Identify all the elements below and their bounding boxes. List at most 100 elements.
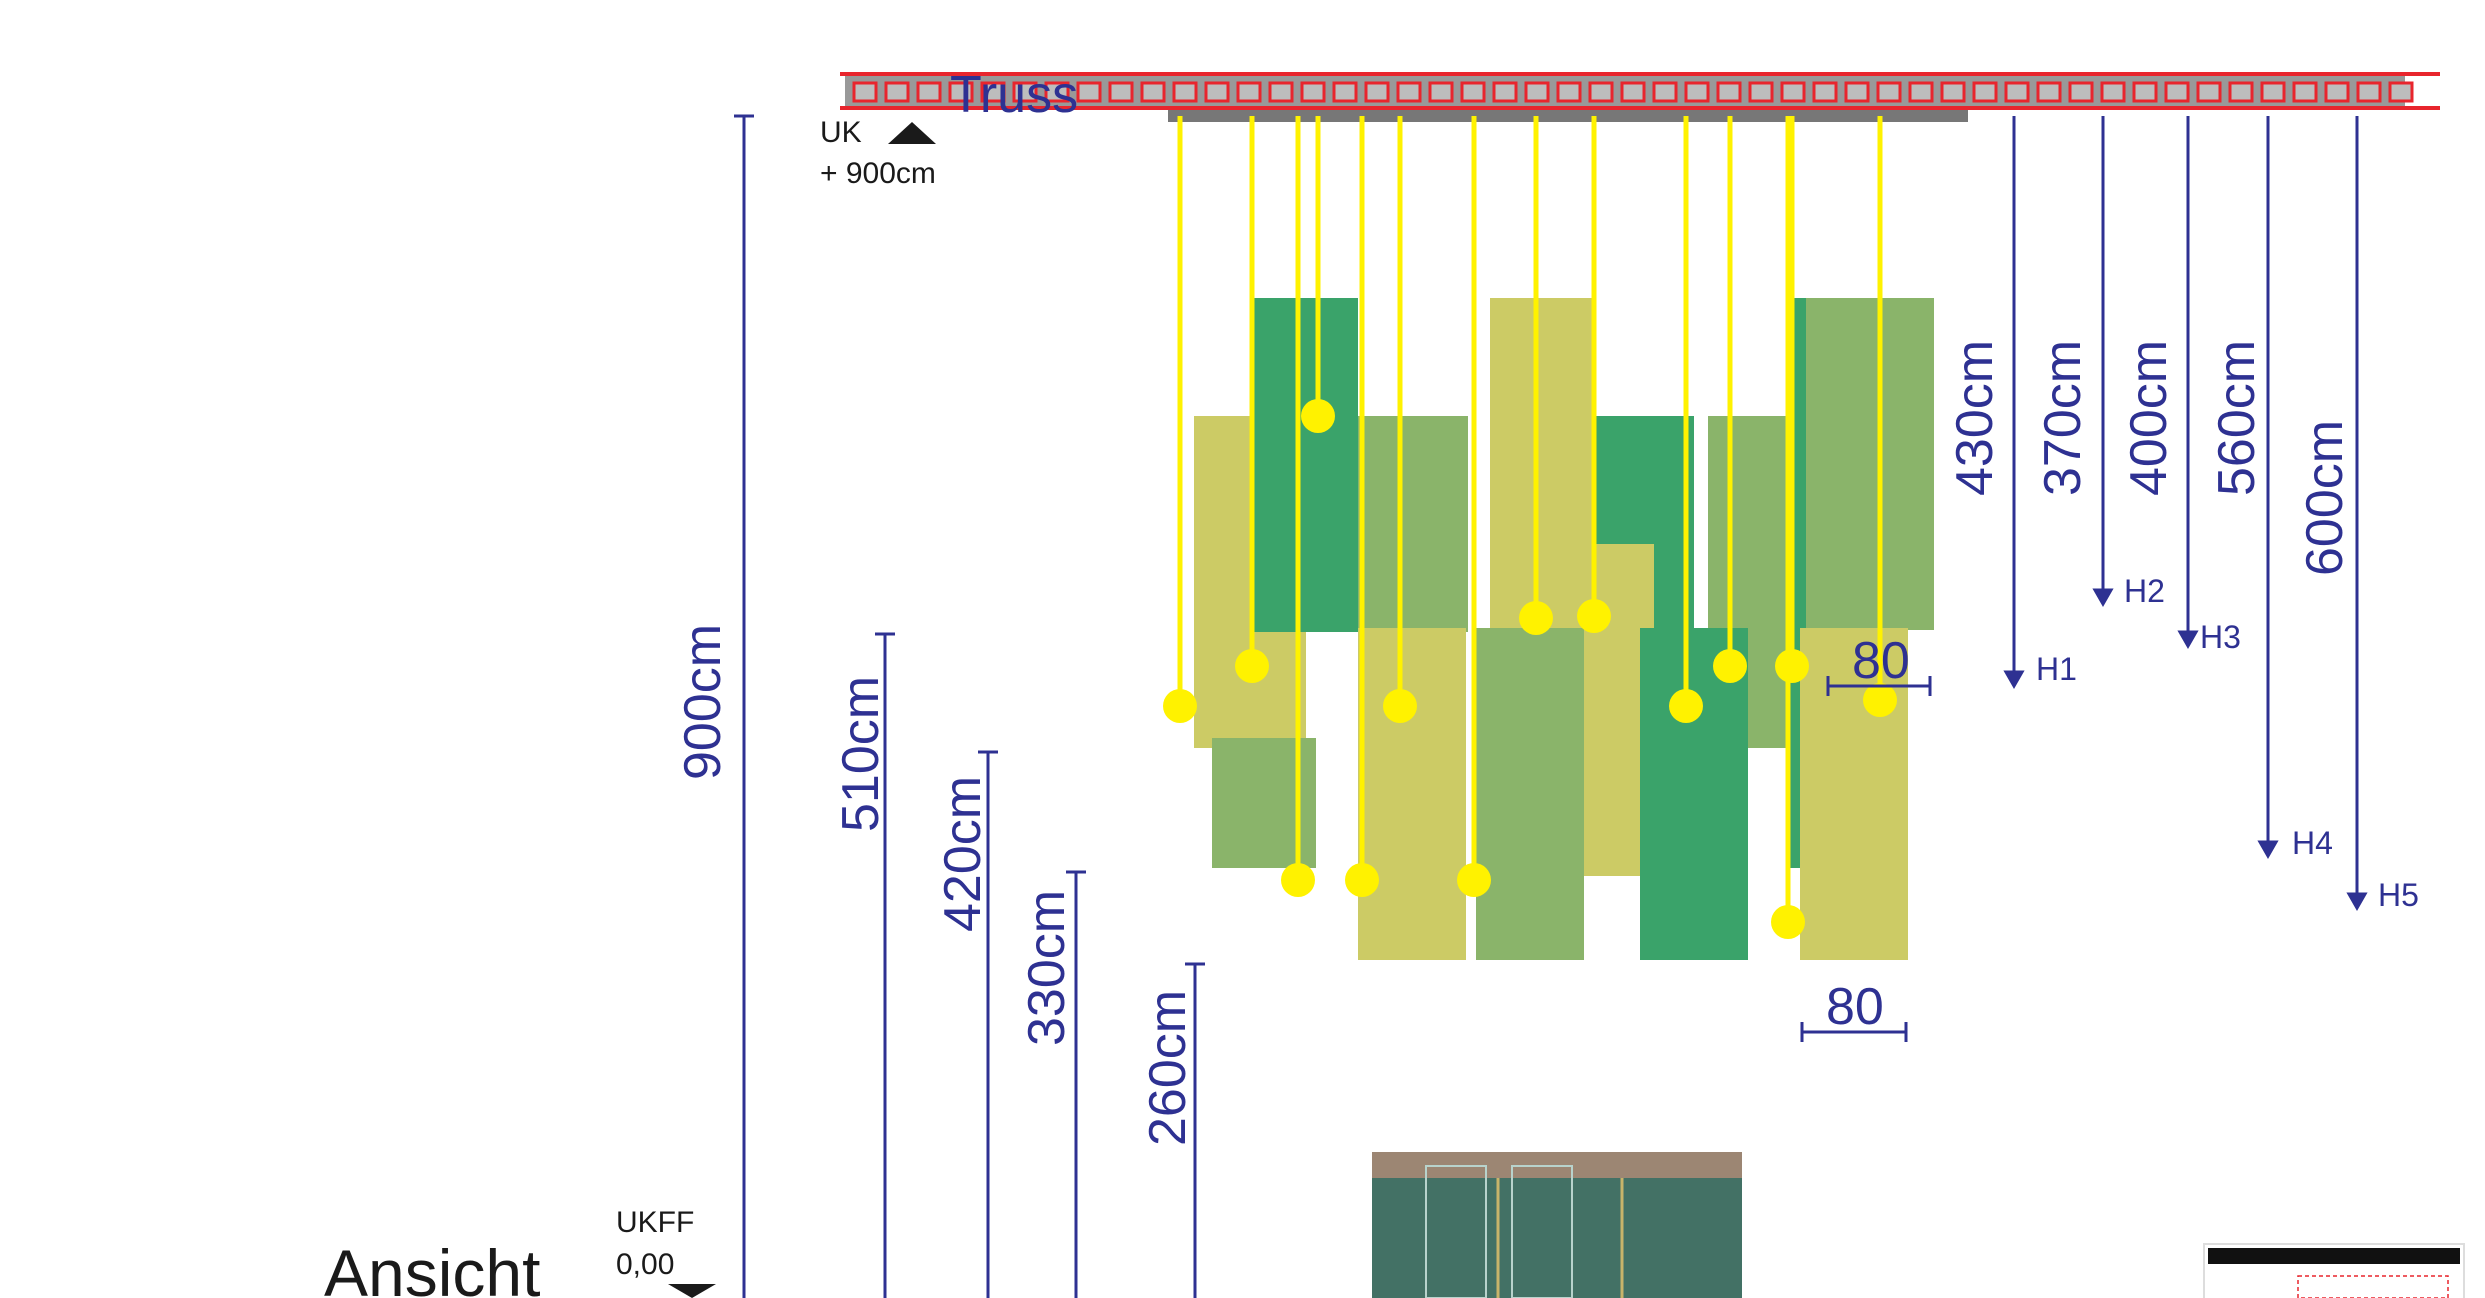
truss-cell	[2260, 81, 2286, 103]
right-dimension-lines	[2003, 116, 2368, 912]
top-level-value: + 900cm	[820, 157, 936, 190]
floor-level-label: UKFF	[616, 1206, 694, 1239]
pendant-light	[1235, 649, 1269, 683]
truss-cell	[1972, 81, 1998, 103]
truss-cell	[1524, 81, 1550, 103]
pendant-light	[1771, 905, 1805, 939]
truss-cell	[2100, 81, 2126, 103]
truss-cell	[1332, 81, 1358, 103]
hang-height-h3: H3	[2200, 619, 2241, 655]
top-level-label: UK	[820, 116, 862, 149]
truss-cell	[2196, 81, 2222, 103]
mini-plan-card	[2203, 1243, 2465, 1298]
truss-cell	[1748, 81, 1774, 103]
floor-level-triangle-icon	[668, 1284, 716, 1298]
truss-cell	[1940, 81, 1966, 103]
truss-cell	[2068, 81, 2094, 103]
booth-photo-thumbnail	[1372, 1152, 1742, 1298]
top-level-marker: UK + 900cm	[820, 116, 936, 190]
truss-cell	[1428, 81, 1454, 103]
truss-cell	[916, 81, 942, 103]
left-dimension-lines	[734, 114, 1205, 1298]
pendant-light	[1775, 649, 1809, 683]
truss-label: Truss	[950, 66, 1078, 124]
hang-height-h5: H5	[2378, 877, 2419, 913]
truss-cell	[2292, 81, 2318, 103]
truss-cell	[1908, 81, 1934, 103]
hang-height-h2: H2	[2124, 573, 2165, 609]
truss-cell	[1844, 81, 1870, 103]
truss-cell	[1140, 81, 1166, 103]
truss-cell	[1652, 81, 1678, 103]
hang-height-h1: H1	[2036, 651, 2077, 687]
pendant-light	[1669, 689, 1703, 723]
truss-cell	[1268, 81, 1294, 103]
dimension-330: 330cm	[1018, 890, 1076, 1046]
truss-cell	[2036, 81, 2062, 103]
truss-cell	[1556, 81, 1582, 103]
truss-cell	[1012, 81, 1038, 103]
panel	[1254, 298, 1358, 632]
panel	[1800, 628, 1908, 960]
truss-cell	[1812, 81, 1838, 103]
view-title: Ansicht	[324, 1236, 540, 1298]
truss-cell	[1620, 81, 1646, 103]
truss-cell	[1044, 81, 1070, 103]
dimension-510: 510cm	[832, 676, 890, 832]
truss: Truss	[840, 66, 2440, 124]
truss-cell	[980, 81, 1006, 103]
truss-cell	[1204, 81, 1230, 103]
dimension-420: 420cm	[934, 776, 992, 932]
dimension-260: 260cm	[1139, 990, 1197, 1146]
truss-cell	[1396, 81, 1422, 103]
level-triangle-icon	[888, 122, 936, 144]
truss-cell	[1300, 81, 1326, 103]
panel	[1358, 416, 1468, 632]
dimension-900: 900cm	[674, 624, 732, 780]
truss-hanger-plate	[1168, 110, 1968, 122]
hanging-panels	[1194, 298, 1934, 960]
truss-cell	[1236, 81, 1262, 103]
dimension-430: 430cm	[1946, 340, 2004, 496]
truss-cell	[1684, 81, 1710, 103]
panel	[1476, 628, 1584, 960]
pendant-light	[1713, 649, 1747, 683]
pendant-light	[1457, 863, 1491, 897]
truss-cell	[1108, 81, 1134, 103]
pendant-light	[1577, 599, 1611, 633]
truss-cell	[2164, 81, 2190, 103]
truss-cell	[1492, 81, 1518, 103]
truss-cell	[2228, 81, 2254, 103]
truss-cell	[2004, 81, 2030, 103]
truss-cell	[852, 81, 878, 103]
panel	[1806, 298, 1934, 630]
truss-cell	[2324, 81, 2350, 103]
dimension-370: 370cm	[2034, 340, 2092, 496]
pendant-light	[1163, 689, 1197, 723]
panel	[1358, 628, 1466, 960]
truss-cell	[1588, 81, 1614, 103]
truss-cell	[884, 81, 910, 103]
suspension-cables	[1177, 116, 1883, 922]
pendant-light	[1519, 601, 1553, 635]
truss-cell	[1076, 81, 1102, 103]
truss-cell	[1716, 81, 1742, 103]
hang-height-h4: H4	[2292, 825, 2333, 861]
width-label-upper: 80	[1852, 632, 1910, 690]
width-label-lower: 80	[1826, 978, 1884, 1036]
pendant-light	[1383, 689, 1417, 723]
truss-cell	[1172, 81, 1198, 103]
truss-cell	[2132, 81, 2158, 103]
truss-cell	[1364, 81, 1390, 103]
pendant-light	[1345, 863, 1379, 897]
pendant-light	[1863, 683, 1897, 717]
width-dimension-lines	[1800, 676, 1932, 1042]
dimension-400: 400cm	[2120, 340, 2178, 496]
pendant-light	[1281, 863, 1315, 897]
dimension-600: 600cm	[2296, 420, 2354, 576]
truss-cell	[1876, 81, 1902, 103]
truss-cell	[1780, 81, 1806, 103]
panel	[1640, 628, 1748, 960]
truss-cell	[2356, 81, 2382, 103]
